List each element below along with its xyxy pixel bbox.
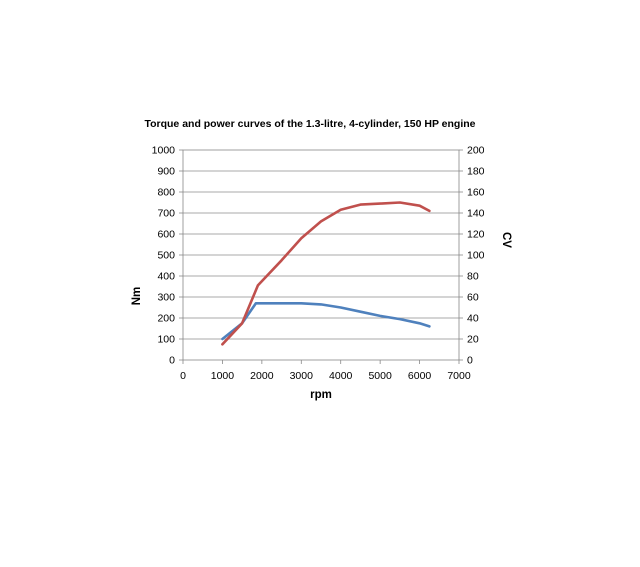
x-axis-ticks: 0 1000 2000 3000 4000 5000 6000 7000 [180, 360, 471, 382]
x-tick-label: 1000 [211, 370, 235, 382]
y-tick-label: 900 [157, 166, 175, 178]
x-tick-label: 0 [180, 370, 186, 382]
y2-tick-label: 160 [467, 187, 485, 199]
y-axis-ticks: 0 100 200 300 400 500 600 700 800 900 1000 [152, 145, 183, 367]
y2-tick-label: 140 [467, 208, 485, 220]
y2-axis-title: CV [500, 232, 512, 248]
y2-tick-label: 120 [467, 229, 485, 241]
y-tick-label: 600 [157, 229, 175, 241]
x-tick-label: 6000 [408, 370, 432, 382]
y2-axis-ticks: 0 20 40 60 80 100 120 140 160 180 200 [459, 145, 485, 367]
y2-tick-label: 60 [467, 292, 479, 304]
y-tick-label: 300 [157, 292, 175, 304]
y2-tick-label: 40 [467, 313, 479, 325]
y-tick-label: 200 [157, 313, 175, 325]
grid-lines [183, 170, 459, 340]
x-tick-label: 4000 [329, 370, 353, 382]
chart-title: Torque and power curves of the 1.3-litre… [144, 118, 475, 130]
y2-tick-label: 180 [467, 166, 485, 178]
y-tick-label: 100 [157, 334, 175, 346]
y2-tick-label: 80 [467, 271, 479, 283]
torque-series-line [221, 301, 431, 341]
y-tick-label: 800 [157, 187, 175, 199]
y2-tick-label: 0 [467, 355, 473, 367]
x-tick-label: 2000 [250, 370, 274, 382]
y2-tick-label: 100 [467, 250, 485, 262]
power-series-line [221, 201, 431, 346]
y-tick-label: 700 [157, 208, 175, 220]
y2-tick-label: 20 [467, 334, 479, 346]
x-tick-label: 3000 [290, 370, 314, 382]
x-tick-label: 7000 [447, 370, 471, 382]
series-layer [221, 201, 431, 346]
y-tick-label: 500 [157, 250, 175, 262]
y-tick-label: 1000 [152, 145, 176, 157]
y-tick-label: 0 [169, 355, 175, 367]
y2-tick-label: 200 [467, 145, 485, 157]
x-tick-label: 5000 [368, 370, 392, 382]
y-tick-label: 400 [157, 271, 175, 283]
y-axis-title: Nm [131, 287, 143, 306]
x-axis-title: rpm [310, 389, 332, 401]
